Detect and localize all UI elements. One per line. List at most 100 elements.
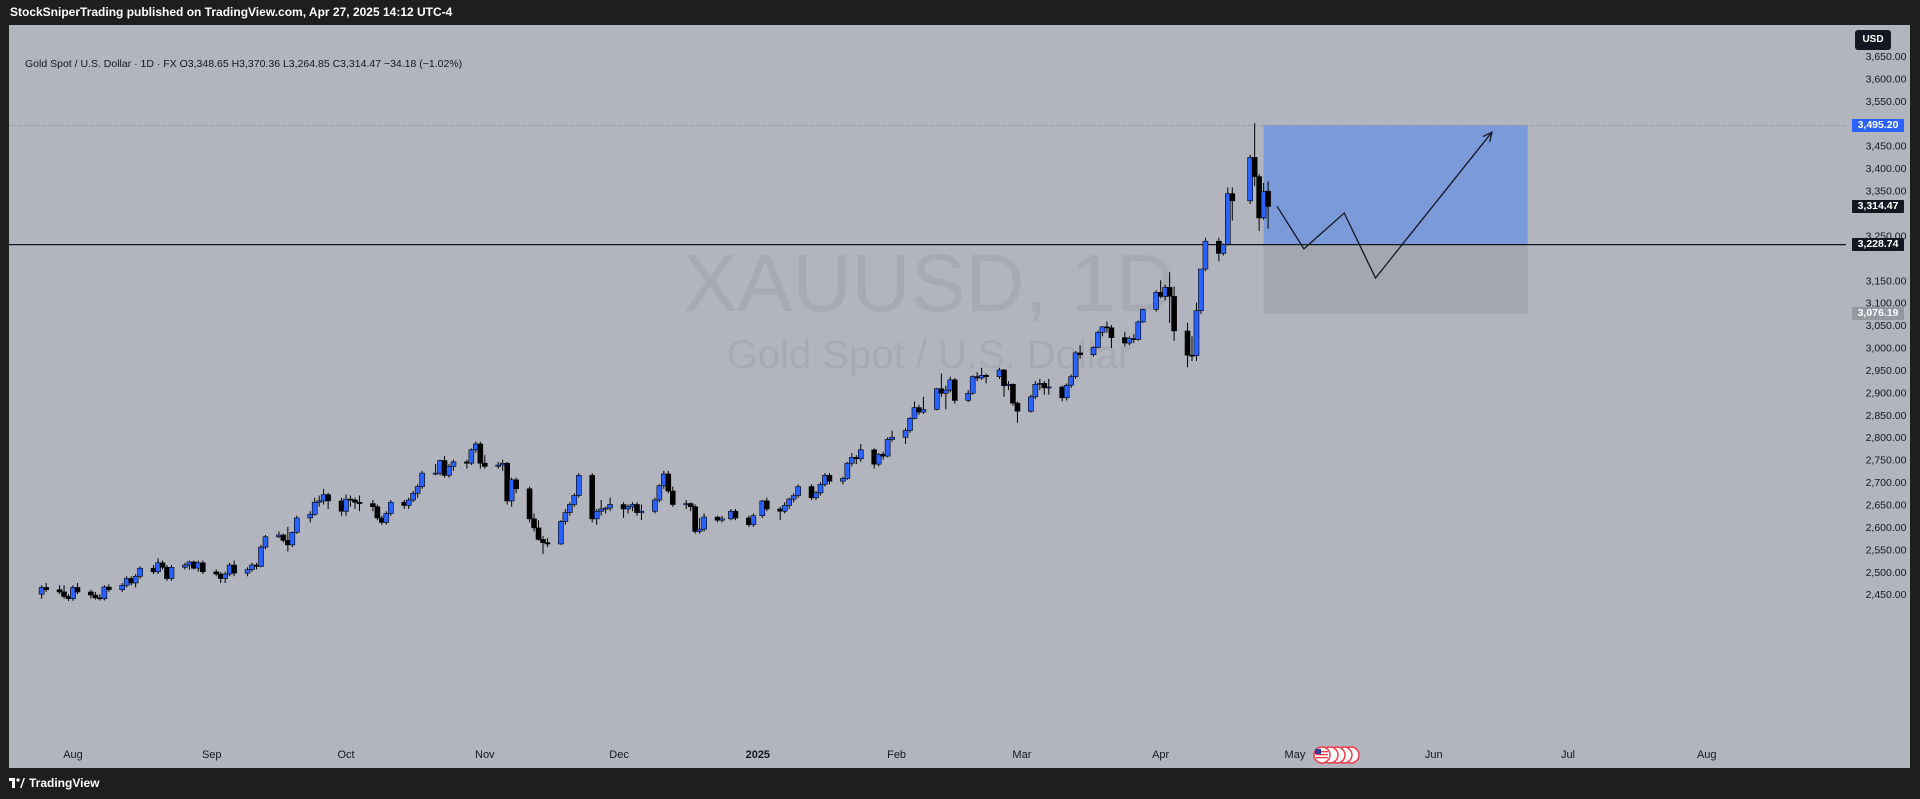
candle <box>732 508 739 521</box>
candle <box>589 473 596 523</box>
candle-body <box>293 517 300 533</box>
candle-body <box>387 501 394 514</box>
candle <box>370 500 376 512</box>
candle-body <box>983 375 989 377</box>
candle <box>258 544 264 568</box>
candle <box>531 513 537 532</box>
candle-body <box>262 536 269 548</box>
candle <box>634 502 640 516</box>
economic-events-icon[interactable] <box>1311 745 1363 765</box>
candle-body <box>965 392 972 401</box>
candle-body <box>1014 402 1021 412</box>
candle <box>1077 345 1083 359</box>
candle <box>692 504 698 534</box>
candle <box>414 484 421 498</box>
candle <box>607 497 613 512</box>
y-axis-tick-label: 3,100.00 <box>1866 298 1907 310</box>
candle-body <box>1010 384 1016 404</box>
currency-button[interactable]: USD <box>1855 30 1891 50</box>
candle-body <box>1045 386 1052 389</box>
candle <box>356 495 363 512</box>
publisher-text: StockSniperTrading published on TradingV… <box>10 5 453 19</box>
candle-body <box>531 518 537 529</box>
candle <box>840 476 846 485</box>
candle <box>182 562 188 570</box>
candle <box>719 515 725 523</box>
y-axis-tick-label: 2,450.00 <box>1866 589 1907 601</box>
candle <box>132 574 139 588</box>
candle <box>450 459 457 471</box>
candle <box>920 396 927 414</box>
brand-label: TradingView <box>29 776 100 790</box>
candle <box>1229 187 1236 221</box>
candle <box>598 500 604 516</box>
tradingview-logo[interactable]: TradingView <box>9 774 99 792</box>
candle <box>965 390 972 403</box>
candle-body <box>92 594 99 599</box>
y-axis-tick-label: 3,150.00 <box>1866 275 1907 287</box>
candle <box>665 470 672 494</box>
candle-body <box>902 430 909 438</box>
candle <box>652 497 658 514</box>
candle <box>1220 243 1227 256</box>
candle <box>244 567 251 577</box>
candle <box>575 473 582 498</box>
candle-body <box>1220 244 1227 254</box>
y-axis-tick-label: 2,900.00 <box>1866 387 1907 399</box>
candle-body <box>370 503 376 508</box>
y-axis-tick-label: 2,950.00 <box>1866 365 1907 377</box>
candle-body <box>934 388 940 410</box>
y-axis-tick-label: 3,400.00 <box>1866 163 1907 175</box>
watermark-description: Gold Spot / U.S. Dollar <box>727 333 1132 377</box>
candle-body <box>558 521 564 545</box>
candle <box>432 464 439 476</box>
candle-body <box>562 512 569 522</box>
candle <box>70 585 76 601</box>
candle <box>763 497 770 512</box>
candle <box>1184 322 1191 368</box>
candle <box>1001 369 1007 397</box>
projection-stop-zone <box>1263 244 1528 314</box>
candle-body <box>526 488 533 520</box>
candle <box>701 513 707 532</box>
candle <box>508 477 515 507</box>
candle <box>889 430 895 442</box>
candle-body <box>383 513 390 523</box>
candle <box>316 495 322 507</box>
x-axis-tick-label: Aug <box>63 749 83 761</box>
candle <box>1126 336 1133 346</box>
candle <box>884 437 891 458</box>
candle <box>562 508 569 525</box>
x-axis-tick-label: Feb <box>887 749 906 761</box>
candle <box>1068 374 1074 388</box>
candle-body <box>544 542 551 545</box>
candle-body <box>56 589 63 593</box>
y-axis-tick-label: 2,750.00 <box>1866 455 1907 467</box>
candle <box>222 571 228 583</box>
candle <box>571 493 578 507</box>
candle-body <box>258 546 264 567</box>
candle <box>387 500 394 516</box>
candle <box>526 486 533 523</box>
candle <box>61 585 67 599</box>
y-axis-tick-label: 3,650.00 <box>1866 51 1907 63</box>
candle-body <box>289 532 296 546</box>
candlestick-chart[interactable]: XAUUSD, 1D Gold Spot / U.S. Dollar 3,650… <box>9 25 1910 768</box>
candle <box>1135 320 1142 341</box>
candle-body <box>168 566 175 579</box>
candle-body <box>781 505 788 512</box>
candle-body <box>571 495 578 505</box>
candle-body <box>786 498 792 506</box>
candle-body <box>347 498 354 501</box>
candle-body <box>719 518 725 521</box>
chart-area[interactable]: XAUUSD, 1D Gold Spot / U.S. Dollar 3,650… <box>9 25 1910 768</box>
candle <box>951 378 958 404</box>
candle-body <box>817 484 824 494</box>
candle <box>347 495 354 507</box>
candle-body <box>1063 384 1070 399</box>
candle-body <box>1265 190 1271 207</box>
price-tag-highlight: 3,495.20 <box>1852 118 1904 132</box>
y-axis-tick-label: 2,800.00 <box>1866 432 1907 444</box>
candle-body <box>106 586 112 591</box>
x-axis-tick-label: May <box>1285 749 1306 761</box>
